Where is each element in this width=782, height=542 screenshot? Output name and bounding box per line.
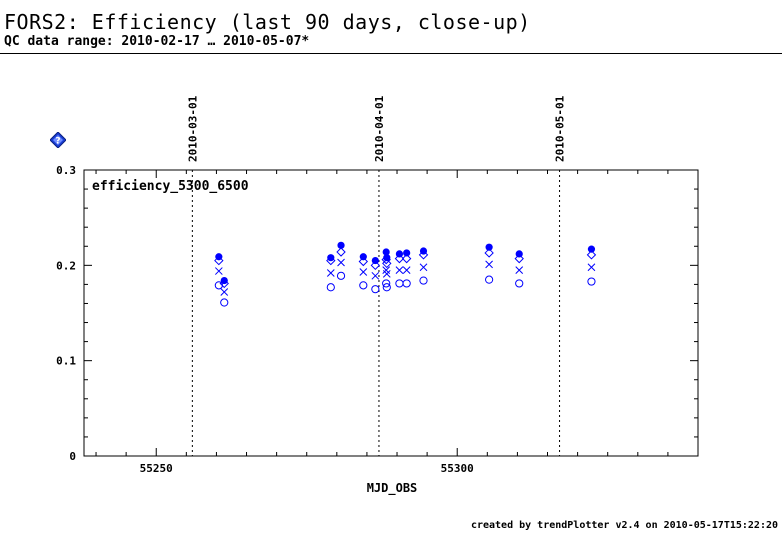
- point-filled-circle: [220, 276, 228, 285]
- point-filled-circle: [371, 256, 379, 265]
- series-filled-circle: [215, 241, 596, 285]
- point-open-circle: [359, 281, 368, 290]
- x-tick-label: 55250: [140, 462, 173, 475]
- point-filled-circle: [403, 249, 411, 257]
- date-marker-label: 2010-03-01: [186, 95, 199, 162]
- y-tick-label: 0.1: [56, 355, 76, 368]
- panel-label: efficiency_5300_6500: [92, 179, 249, 194]
- point-diamond: [484, 248, 494, 258]
- data-points-layer: [214, 241, 597, 307]
- y-tick-label: 0.2: [56, 259, 76, 272]
- point-open-circle: [402, 279, 411, 288]
- point-filled-circle: [327, 254, 335, 262]
- point-filled-circle: [515, 250, 523, 258]
- plot-frame: [83, 169, 699, 457]
- point-cross: [587, 263, 596, 272]
- point-open-circle: [220, 298, 229, 307]
- point-diamond: [370, 260, 381, 271]
- series-open-circle: [214, 271, 596, 307]
- svg-text:?: ?: [55, 137, 60, 147]
- point-cross: [337, 258, 345, 267]
- point-open-circle: [485, 275, 494, 284]
- point-filled-circle: [337, 241, 345, 249]
- x-axis-label: MJD_OBS: [367, 481, 418, 496]
- help-diamond-icon[interactable]: ?: [50, 132, 66, 148]
- point-cross: [402, 266, 411, 274]
- point-filled-circle: [359, 253, 367, 261]
- x-tick-label: 55300: [441, 462, 474, 475]
- data-range-subtitle: QC data range: 2010-02-17 … 2010-05-07*: [4, 34, 310, 49]
- point-cross: [220, 288, 229, 296]
- point-open-circle: [371, 285, 380, 294]
- y-tick-label: 0.3: [56, 164, 76, 177]
- axes-layer: 0 0.1 0.2 0.3 55250 55300: [56, 164, 699, 475]
- chart-title: FORS2: Efficiency (last 90 days, close-u…: [4, 10, 531, 34]
- point-diamond: [418, 250, 429, 260]
- point-cross: [419, 263, 428, 272]
- point-diamond: [394, 253, 405, 264]
- point-diamond: [214, 255, 224, 266]
- point-diamond: [382, 258, 392, 269]
- point-cross: [214, 267, 223, 275]
- point-diamond: [326, 255, 336, 266]
- point-cross: [326, 269, 335, 277]
- point-open-circle: [515, 279, 524, 288]
- point-diamond: [381, 254, 391, 265]
- date-marker-label: 2010-04-01: [373, 95, 386, 162]
- point-cross: [485, 260, 493, 269]
- point-filled-circle: [382, 248, 390, 256]
- point-filled-circle: [383, 254, 391, 262]
- series-diamond: [214, 247, 597, 289]
- point-open-circle: [326, 283, 335, 292]
- footer-credit: created by trendPlotter v2.4 on 2010-05-…: [470, 520, 778, 531]
- date-markers-layer: 2010-03-01 2010-04-01 2010-05-01: [186, 95, 567, 456]
- point-diamond: [586, 250, 597, 260]
- point-filled-circle: [485, 243, 493, 251]
- point-open-circle: [395, 279, 404, 288]
- point-diamond: [358, 256, 369, 267]
- point-filled-circle: [395, 250, 404, 258]
- point-diamond: [401, 253, 412, 264]
- point-filled-circle: [587, 245, 596, 253]
- point-cross: [382, 270, 391, 278]
- point-cross: [395, 266, 404, 274]
- point-open-circle: [419, 276, 428, 285]
- point-diamond: [219, 278, 229, 289]
- point-cross: [515, 266, 524, 274]
- title-divider: [0, 53, 782, 54]
- point-diamond: [336, 247, 346, 257]
- point-open-circle: [382, 283, 391, 292]
- point-open-circle: [382, 279, 391, 288]
- point-cross: [371, 271, 380, 280]
- y-tick-label: 0: [69, 450, 76, 463]
- point-cross: [359, 268, 368, 276]
- point-open-circle: [587, 277, 596, 286]
- series-cross: [214, 258, 596, 296]
- point-open-circle: [214, 281, 223, 290]
- point-diamond: [514, 253, 524, 264]
- point-open-circle: [336, 271, 346, 280]
- date-marker-label: 2010-05-01: [554, 95, 567, 162]
